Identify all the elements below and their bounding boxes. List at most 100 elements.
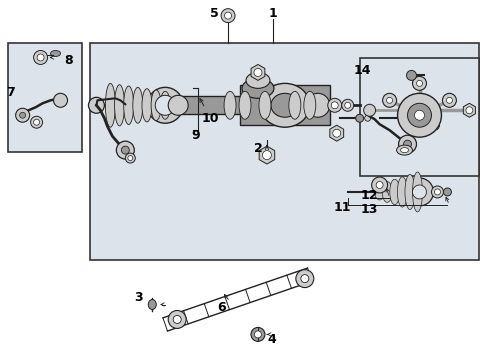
Ellipse shape xyxy=(260,84,309,127)
Ellipse shape xyxy=(88,97,104,113)
Polygon shape xyxy=(462,103,474,117)
Polygon shape xyxy=(329,125,343,141)
Text: 11: 11 xyxy=(333,201,351,215)
Ellipse shape xyxy=(31,116,42,128)
Ellipse shape xyxy=(355,114,363,122)
Text: 13: 13 xyxy=(360,203,378,216)
Ellipse shape xyxy=(116,141,134,159)
Ellipse shape xyxy=(428,120,439,130)
Ellipse shape xyxy=(397,93,441,137)
Ellipse shape xyxy=(250,328,264,341)
Ellipse shape xyxy=(382,93,396,107)
Ellipse shape xyxy=(341,99,353,111)
Text: 8: 8 xyxy=(64,54,73,67)
Ellipse shape xyxy=(173,315,181,323)
Ellipse shape xyxy=(50,50,61,57)
Ellipse shape xyxy=(242,78,273,98)
Ellipse shape xyxy=(16,108,30,122)
Text: 3: 3 xyxy=(134,291,142,304)
Bar xyxy=(8,42,82,152)
Ellipse shape xyxy=(465,107,472,114)
Ellipse shape xyxy=(125,153,135,163)
Text: 2: 2 xyxy=(253,141,262,155)
Text: 12: 12 xyxy=(360,189,378,202)
Ellipse shape xyxy=(303,91,315,119)
Ellipse shape xyxy=(270,93,298,117)
Ellipse shape xyxy=(364,115,370,121)
Ellipse shape xyxy=(155,95,175,115)
Ellipse shape xyxy=(295,270,313,288)
Ellipse shape xyxy=(433,189,440,195)
Ellipse shape xyxy=(121,146,129,154)
Ellipse shape xyxy=(327,98,341,112)
Text: 14: 14 xyxy=(353,64,371,77)
Ellipse shape xyxy=(442,93,455,107)
Ellipse shape xyxy=(114,85,124,126)
Ellipse shape xyxy=(148,300,156,310)
Ellipse shape xyxy=(330,102,338,109)
Ellipse shape xyxy=(397,177,407,207)
Ellipse shape xyxy=(245,72,269,88)
Ellipse shape xyxy=(34,50,47,64)
Ellipse shape xyxy=(168,95,188,115)
Text: 9: 9 xyxy=(191,129,200,142)
Ellipse shape xyxy=(398,135,416,153)
Bar xyxy=(178,96,317,114)
Ellipse shape xyxy=(142,89,152,122)
Ellipse shape xyxy=(407,103,430,127)
Ellipse shape xyxy=(403,140,411,148)
Text: 4: 4 xyxy=(267,333,276,346)
Ellipse shape xyxy=(430,186,443,198)
Ellipse shape xyxy=(443,188,450,196)
Ellipse shape xyxy=(151,90,161,121)
Ellipse shape xyxy=(386,97,392,103)
Ellipse shape xyxy=(224,12,231,19)
Text: 10: 10 xyxy=(201,112,219,125)
Polygon shape xyxy=(259,146,274,164)
Ellipse shape xyxy=(431,123,436,128)
Ellipse shape xyxy=(147,87,183,123)
Ellipse shape xyxy=(416,80,422,86)
Ellipse shape xyxy=(405,178,432,206)
Ellipse shape xyxy=(412,172,422,212)
Text: 1: 1 xyxy=(268,7,277,20)
Ellipse shape xyxy=(412,76,426,90)
Ellipse shape xyxy=(406,71,416,80)
Bar xyxy=(240,85,329,125)
Bar xyxy=(90,42,478,260)
Ellipse shape xyxy=(363,104,375,116)
Ellipse shape xyxy=(34,119,40,125)
Ellipse shape xyxy=(305,93,329,117)
Text: 6: 6 xyxy=(216,301,225,314)
Ellipse shape xyxy=(262,150,271,159)
Ellipse shape xyxy=(288,91,300,119)
Text: 7: 7 xyxy=(6,86,15,99)
Ellipse shape xyxy=(20,112,25,118)
Ellipse shape xyxy=(404,175,414,210)
Ellipse shape xyxy=(133,87,142,123)
Bar xyxy=(359,58,478,176)
Ellipse shape xyxy=(400,148,407,153)
Ellipse shape xyxy=(375,181,382,189)
Ellipse shape xyxy=(123,86,133,125)
Ellipse shape xyxy=(127,156,133,161)
Ellipse shape xyxy=(412,185,426,199)
Ellipse shape xyxy=(254,331,261,338)
Ellipse shape xyxy=(168,310,186,328)
Ellipse shape xyxy=(332,129,340,137)
Text: 5: 5 xyxy=(209,7,218,20)
Ellipse shape xyxy=(221,9,235,23)
Ellipse shape xyxy=(374,184,384,200)
Ellipse shape xyxy=(239,91,250,119)
Ellipse shape xyxy=(259,91,270,119)
Polygon shape xyxy=(250,64,264,80)
Ellipse shape xyxy=(37,54,44,61)
Ellipse shape xyxy=(224,91,236,119)
Ellipse shape xyxy=(382,181,391,202)
Ellipse shape xyxy=(253,68,262,76)
Ellipse shape xyxy=(389,179,399,205)
Ellipse shape xyxy=(160,91,170,119)
Ellipse shape xyxy=(396,145,412,155)
Ellipse shape xyxy=(300,275,308,283)
Ellipse shape xyxy=(371,177,387,193)
